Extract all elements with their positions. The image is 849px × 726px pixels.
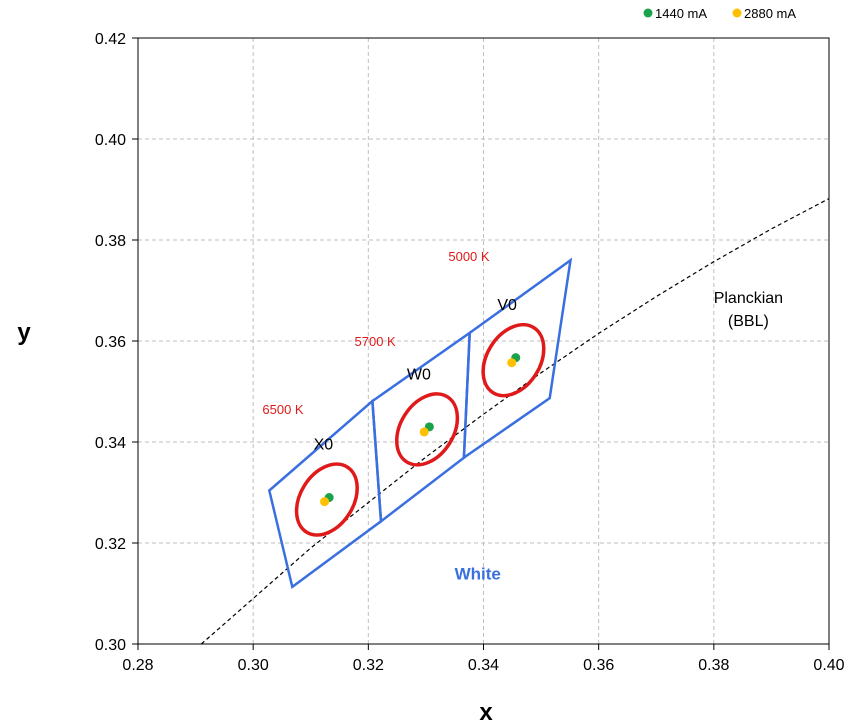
legend-label: 2880 mA (744, 6, 796, 21)
x-tick-label: 0.38 (698, 657, 729, 674)
y-axis-label: y (17, 319, 31, 346)
x-tick-label: 0.40 (813, 657, 844, 674)
bin-label: X0 (314, 437, 334, 454)
cct-label: 6500 K (262, 402, 304, 417)
x-tick-label: 0.30 (238, 657, 269, 674)
points-layer (320, 353, 521, 507)
grid (138, 38, 829, 644)
legend: 1440 mA 2880 mA (643, 6, 796, 21)
macadam-ellipse (294, 462, 359, 537)
x-tick-label: 0.36 (583, 657, 614, 674)
y-tick-label: 0.40 (95, 132, 126, 149)
planckian-label: (BBL) (728, 313, 769, 330)
x-axis-label: x (479, 699, 493, 726)
y-tick-label: 0.32 (95, 536, 126, 553)
ellipse-layer (294, 322, 546, 537)
legend-marker (643, 8, 653, 18)
bin-v0-outline (462, 257, 573, 461)
planckian-label: Planckian (714, 290, 783, 307)
legend-marker (732, 8, 742, 18)
legend-label: 1440 mA (655, 6, 707, 21)
white-region-label: White (455, 564, 501, 583)
y-tick-label: 0.36 (95, 334, 126, 351)
bin-label: V0 (497, 297, 517, 314)
y-tick-label: 0.34 (95, 435, 126, 452)
cct-label: 5700 K (355, 334, 397, 349)
data-point-2880ma (320, 497, 330, 507)
data-point-2880ma (507, 358, 517, 368)
x-tick-label: 0.32 (353, 657, 384, 674)
y-tick-label: 0.38 (95, 233, 126, 250)
x-tick-label: 0.34 (468, 657, 499, 674)
data-point-2880ma (419, 427, 429, 437)
x-tick-label: 0.28 (122, 657, 153, 674)
y-tick-label: 0.42 (95, 31, 126, 48)
macadam-ellipse (481, 322, 546, 398)
y-tick-label: 0.30 (95, 637, 126, 654)
bins-layer (267, 257, 573, 590)
cct-label: 5000 K (448, 249, 490, 264)
bin-label: W0 (407, 366, 431, 383)
labels-layer: X0 6500 K W0 5700 K V0 5000 K White Planckian (B… (262, 249, 783, 583)
bin-x0-outline (267, 398, 383, 590)
ticks-layer: 0.28 0.30 0.32 0.34 0.36 0.38 0.40 0.30 0.32 0.34… (95, 31, 845, 674)
macadam-ellipse (395, 392, 460, 467)
